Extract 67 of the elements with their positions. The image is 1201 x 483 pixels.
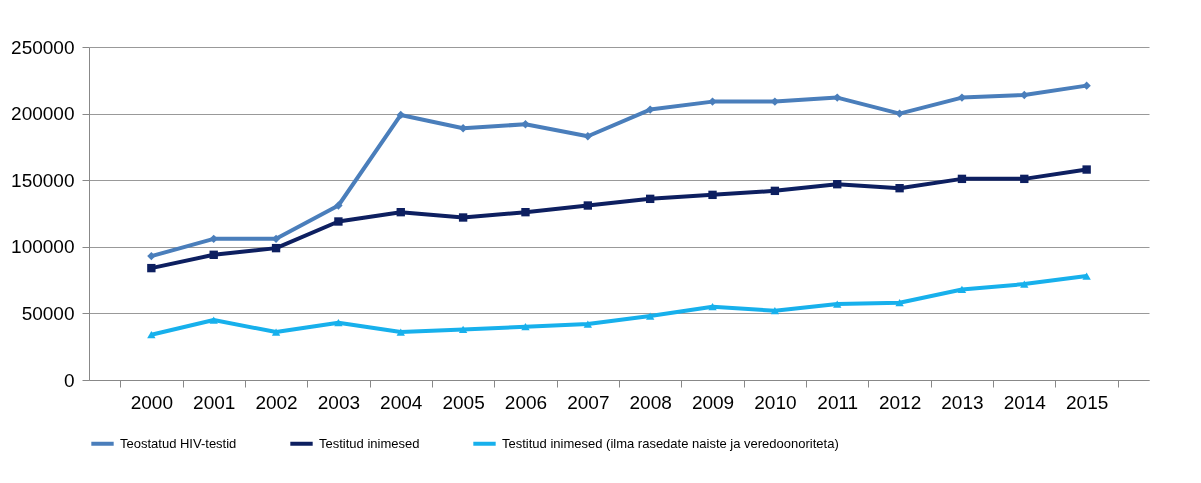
point xyxy=(583,201,593,210)
point xyxy=(1082,272,1091,280)
point xyxy=(521,207,530,217)
legend-label: Testitud inimesed (ilma rasedate naiste ja veredoonoriteta) xyxy=(502,435,839,451)
point xyxy=(833,93,842,102)
point xyxy=(334,217,343,226)
point xyxy=(521,323,530,331)
point xyxy=(1020,174,1029,184)
x-tick-label: 2012 xyxy=(878,391,922,413)
point xyxy=(1020,280,1029,288)
x-tick-label: 2010 xyxy=(754,391,797,413)
x-tick-label: 2002 xyxy=(255,391,298,413)
x-tick-label: 2011 xyxy=(817,391,859,413)
point xyxy=(833,300,842,308)
y-tick-label: 0 xyxy=(63,369,75,391)
point xyxy=(583,132,593,141)
x-tick-label: 2006 xyxy=(504,391,548,413)
x-tick-label: 2000 xyxy=(130,391,173,413)
point xyxy=(521,120,530,129)
x-tick-label: 2008 xyxy=(629,391,672,413)
point xyxy=(895,299,904,307)
point xyxy=(271,328,281,336)
point xyxy=(770,186,780,196)
y-tick-label: 50000 xyxy=(21,302,75,324)
x-tick-label: 2003 xyxy=(317,391,361,413)
point xyxy=(957,174,967,184)
point xyxy=(271,243,281,253)
point xyxy=(458,213,468,222)
point xyxy=(708,190,717,200)
point xyxy=(1020,90,1029,100)
point xyxy=(147,331,156,339)
x-tick-label: 2007 xyxy=(567,391,610,413)
legend-label: Testitud inimesed xyxy=(319,435,420,451)
point xyxy=(895,184,904,193)
point xyxy=(334,319,343,327)
point xyxy=(957,285,967,294)
point xyxy=(645,194,655,204)
point xyxy=(396,110,405,120)
x-tick-label: 2004 xyxy=(380,391,423,413)
point xyxy=(645,312,655,320)
y-tick-label: 250000 xyxy=(11,36,75,58)
x-tick-label: 2013 xyxy=(941,391,984,413)
point xyxy=(708,303,717,311)
point xyxy=(833,180,842,189)
point xyxy=(147,251,156,261)
point xyxy=(1082,81,1091,90)
y-tick-label: 150000 xyxy=(11,169,75,191)
y-tick-label: 100000 xyxy=(11,236,75,258)
legend-label: Teostatud HIV-testid xyxy=(120,435,237,451)
point xyxy=(895,109,904,118)
point xyxy=(209,316,218,324)
point xyxy=(334,201,343,210)
point xyxy=(458,325,468,334)
x-tick-label: 2009 xyxy=(691,391,735,413)
point xyxy=(209,250,218,259)
point xyxy=(583,320,593,328)
point xyxy=(396,207,405,217)
point xyxy=(396,328,405,336)
point xyxy=(770,307,780,315)
x-tick-label: 2005 xyxy=(442,391,485,413)
point xyxy=(1082,165,1091,174)
x-tick-label: 2015 xyxy=(1066,391,1109,413)
point xyxy=(209,234,218,243)
x-tick-label: 2014 xyxy=(1003,391,1047,413)
y-tick-label: 200000 xyxy=(11,103,75,125)
x-tick-label: 2001 xyxy=(193,391,236,413)
point xyxy=(147,263,156,273)
